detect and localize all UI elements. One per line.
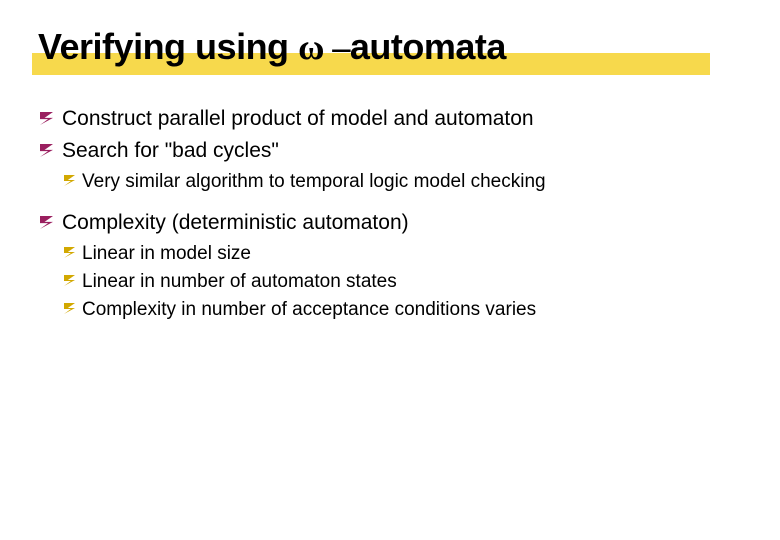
bullet-l1-icon	[40, 216, 53, 229]
slide-title: Verifying using ω –automata	[38, 28, 742, 67]
title-dash: –	[324, 27, 350, 67]
bullet-l2-icon	[64, 275, 75, 286]
bullet-l2-icon	[64, 175, 75, 186]
bullet-l2-icon	[64, 247, 75, 258]
list-item: Linear in model size	[38, 241, 742, 267]
list-item-text: Linear in number of automaton states	[82, 271, 397, 292]
title-prefix: Verifying using	[38, 26, 298, 67]
bullet-l1-icon	[40, 144, 53, 157]
list-item: Search for "bad cycles"	[38, 137, 742, 165]
bullet-l1-icon	[40, 112, 53, 125]
list-item: Linear in number of automaton states	[38, 269, 742, 295]
list-item-text: Construct parallel product of model and …	[62, 107, 534, 130]
title-omega: ω	[298, 27, 324, 67]
title-suffix: automata	[350, 26, 506, 67]
list-item-text: Linear in model size	[82, 243, 251, 264]
bullet-l2-icon	[64, 303, 75, 314]
list-item: Complexity in number of acceptance condi…	[38, 297, 742, 323]
list-item: Very similar algorithm to temporal logic…	[38, 169, 742, 195]
slide: Verifying using ω –automata Construct pa…	[0, 0, 780, 540]
list-item-text: Complexity (deterministic automaton)	[62, 211, 409, 234]
list-item-text: Search for "bad cycles"	[62, 139, 279, 162]
list-item-text: Very similar algorithm to temporal logic…	[82, 171, 546, 192]
list-item: Complexity (deterministic automaton)	[38, 209, 742, 237]
bullet-list: Construct parallel product of model and …	[38, 105, 742, 323]
list-item: Construct parallel product of model and …	[38, 105, 742, 133]
title-region: Verifying using ω –automata	[38, 28, 742, 67]
list-item-text: Complexity in number of acceptance condi…	[82, 299, 536, 320]
